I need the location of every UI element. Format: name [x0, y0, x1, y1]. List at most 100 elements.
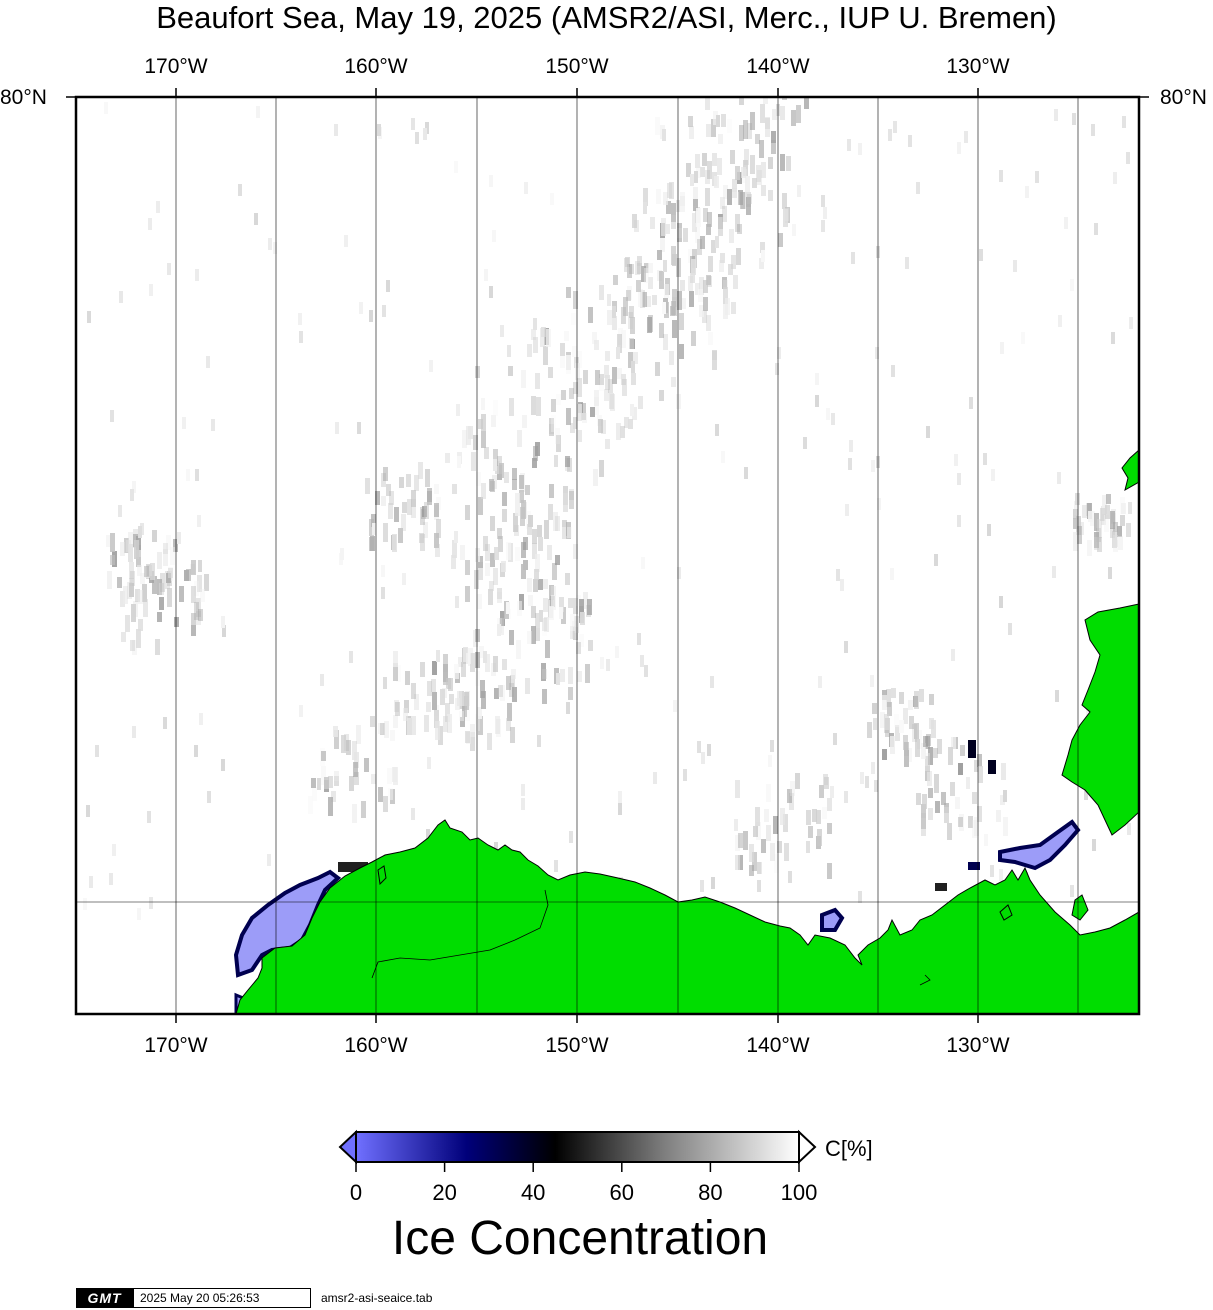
ice-texture-cell — [548, 504, 553, 520]
ice-texture-cell — [700, 236, 705, 249]
ice-texture-cell — [696, 166, 701, 178]
ice-texture-cell — [512, 479, 517, 490]
ice-texture-cell — [628, 419, 633, 429]
ice-texture-cell — [364, 758, 369, 772]
ice-texture-speckle — [858, 891, 862, 903]
ice-texture-speckle — [777, 347, 781, 359]
land-small-island-3 — [377, 865, 387, 886]
ice-texture-cell — [561, 607, 566, 624]
ice-texture-cell — [665, 224, 670, 234]
ice-texture-speckle — [95, 745, 99, 757]
ice-texture-cell — [370, 536, 375, 551]
ice-texture-cell — [648, 263, 653, 273]
ice-texture-cell — [977, 754, 982, 767]
ice-texture-cell — [515, 506, 520, 516]
ice-texture-cell — [544, 520, 549, 539]
ice-texture-cell — [1001, 763, 1006, 780]
ice-texture-cell — [752, 852, 757, 871]
ice-texture-cell — [583, 370, 588, 384]
ice-texture-speckle — [1072, 113, 1076, 125]
ice-texture-cell — [929, 718, 934, 729]
lon-label-top-140w: 140°W — [746, 55, 810, 78]
ice-texture-cell — [535, 613, 540, 628]
lat-label-left-80n: 80°N — [0, 86, 47, 109]
ice-patch-east — [820, 907, 845, 932]
ice-texture-speckle — [137, 908, 141, 920]
ice-texture-cell — [462, 430, 467, 448]
ice-texture-cell — [389, 491, 394, 505]
ice-texture-cell — [471, 452, 476, 471]
ice-texture-cell — [388, 503, 393, 519]
ice-texture-speckle — [199, 713, 203, 725]
ice-texture-speckle — [607, 294, 611, 306]
ice-texture-cell — [948, 747, 953, 765]
ice-texture-cell — [491, 415, 496, 427]
ice-texture-cell — [607, 310, 612, 325]
ice-texture-cell — [921, 804, 926, 818]
ice-texture-cell — [727, 119, 732, 133]
ice-texture-cell — [761, 185, 766, 196]
ice-texture-speckle — [641, 557, 645, 569]
ice-texture-cell — [1113, 540, 1118, 552]
ice-texture-cell — [1074, 501, 1079, 515]
ice-texture-speckle — [987, 524, 991, 536]
ice-texture-cell — [996, 810, 1001, 822]
ice-texture-cell — [672, 289, 677, 307]
ice-texture-cell — [583, 592, 588, 609]
ice-texture-cell — [457, 691, 462, 706]
ice-texture-speckle — [148, 218, 152, 230]
ice-texture-cell — [698, 289, 703, 302]
ice-texture-cell — [933, 748, 938, 758]
ice-texture-cell — [626, 290, 631, 301]
ice-texture-cell — [528, 515, 533, 527]
ice-texture-speckle — [1092, 839, 1096, 851]
ice-texture-cell — [766, 825, 771, 841]
ice-texture-speckle — [156, 201, 160, 213]
ice-texture-cell — [638, 289, 643, 307]
ice-texture-cell — [478, 419, 483, 429]
ice-texture-speckle — [836, 569, 840, 581]
ice-texture-cell — [152, 576, 157, 594]
ice-texture-cell — [659, 390, 664, 401]
ice-texture-cell — [521, 370, 526, 388]
ice-texture-cell — [593, 469, 598, 486]
ice-texture-speckle — [497, 624, 501, 636]
ice-texture-cell — [527, 578, 532, 592]
ice-texture-cell — [388, 788, 393, 800]
ice-texture-cell — [354, 752, 359, 768]
ice-texture-cell — [130, 571, 135, 586]
ice-texture-cell — [166, 535, 171, 550]
ice-texture-speckle — [643, 202, 647, 214]
ice-texture-cell — [470, 653, 475, 672]
ice-texture-cell — [129, 583, 134, 597]
ice-texture-cell — [732, 188, 737, 198]
ice-texture-speckle — [860, 772, 864, 784]
ice-texture-cell — [369, 519, 374, 536]
ice-texture-cell — [585, 664, 590, 683]
ice-texture-cell — [1000, 795, 1005, 805]
ice-texture-cell — [885, 718, 890, 737]
ice-texture-speckle — [1055, 690, 1059, 702]
ice-texture-cell — [489, 479, 494, 491]
ice-texture-cell — [312, 787, 317, 801]
lon-label-top-160w: 160°W — [344, 55, 408, 78]
ice-texture-cell — [468, 426, 473, 439]
ice-texture-cell — [570, 626, 575, 639]
ice-texture-speckle — [690, 174, 694, 186]
ice-texture-cell — [394, 700, 399, 712]
ice-texture-cell — [666, 201, 671, 214]
ice-texture-speckle — [984, 834, 988, 846]
ice-texture-cell — [1126, 523, 1131, 537]
ice-texture-cell — [543, 579, 548, 589]
ice-texture-cell — [352, 741, 357, 760]
ice-texture-cell — [659, 323, 664, 338]
ice-texture-cell — [481, 414, 486, 431]
ice-texture-cell — [617, 368, 622, 379]
ice-texture-cell — [478, 716, 483, 735]
ice-texture-speckle — [775, 363, 779, 375]
ice-texture-cell — [935, 801, 940, 813]
ice-texture-cell — [706, 275, 711, 285]
ice-texture-cell — [135, 589, 140, 602]
lon-label-bottom-130w: 130°W — [946, 1034, 1010, 1057]
ice-texture-cell — [708, 256, 713, 272]
